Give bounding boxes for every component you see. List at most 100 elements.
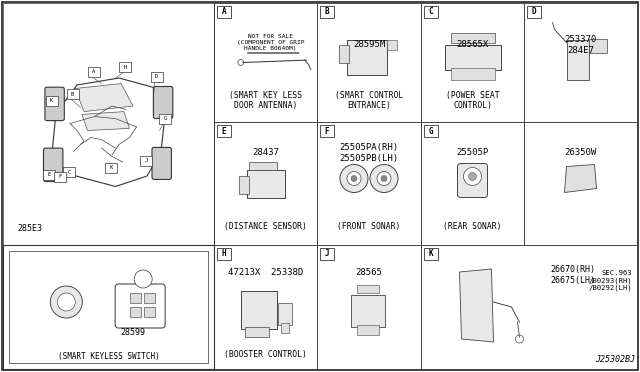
Bar: [54, 171, 66, 182]
Bar: [524, 3, 637, 122]
Text: 28595M: 28595M: [353, 40, 385, 49]
FancyBboxPatch shape: [458, 164, 488, 198]
FancyBboxPatch shape: [154, 87, 173, 119]
Polygon shape: [52, 78, 164, 186]
Text: A: A: [92, 69, 95, 74]
Bar: [424, 248, 438, 260]
Text: K: K: [109, 165, 113, 170]
Bar: [246, 170, 285, 198]
Text: G: G: [163, 116, 166, 121]
Bar: [424, 6, 438, 18]
Circle shape: [381, 176, 387, 182]
Text: C: C: [67, 170, 70, 175]
Bar: [527, 6, 541, 18]
Bar: [217, 125, 231, 137]
Bar: [445, 45, 500, 70]
Bar: [159, 113, 171, 124]
Text: E: E: [48, 172, 51, 177]
Polygon shape: [564, 164, 596, 192]
Text: K: K: [50, 99, 53, 103]
Circle shape: [468, 173, 477, 180]
Text: A: A: [221, 7, 227, 16]
Text: G: G: [429, 126, 433, 135]
Circle shape: [340, 164, 368, 192]
Bar: [317, 122, 421, 245]
Text: J: J: [145, 158, 148, 163]
Circle shape: [463, 167, 481, 186]
Bar: [214, 122, 317, 245]
Bar: [3, 3, 214, 245]
Bar: [421, 122, 524, 245]
Circle shape: [134, 270, 152, 288]
Circle shape: [370, 164, 398, 192]
Bar: [214, 245, 317, 369]
Bar: [105, 163, 117, 173]
Bar: [421, 245, 637, 369]
Text: J: J: [324, 250, 330, 259]
Text: 285E3: 285E3: [17, 224, 42, 233]
Text: 26670(RH)
26675(LH): 26670(RH) 26675(LH): [550, 265, 596, 285]
Bar: [150, 71, 163, 81]
Text: (SMART KEYLESS SWITCH): (SMART KEYLESS SWITCH): [58, 352, 159, 361]
FancyBboxPatch shape: [44, 148, 63, 182]
Text: 28437: 28437: [252, 148, 279, 157]
Text: C: C: [429, 7, 433, 16]
Text: (REAR SONAR): (REAR SONAR): [444, 222, 502, 231]
Circle shape: [51, 286, 83, 318]
Polygon shape: [460, 269, 493, 342]
Bar: [357, 285, 379, 293]
Text: B: B: [324, 7, 330, 16]
Bar: [239, 176, 248, 193]
Bar: [589, 38, 607, 52]
Bar: [280, 323, 289, 333]
Bar: [3, 245, 214, 369]
Bar: [9, 251, 208, 363]
Text: J25302BJ: J25302BJ: [595, 355, 635, 364]
Text: 26350W: 26350W: [564, 148, 596, 157]
Bar: [144, 307, 155, 317]
Bar: [217, 6, 231, 18]
Text: 25505PA(RH)
25505PB(LH): 25505PA(RH) 25505PB(LH): [339, 143, 399, 163]
Bar: [387, 39, 397, 49]
Bar: [357, 325, 379, 335]
Bar: [130, 293, 141, 303]
Text: 25505P: 25505P: [456, 148, 488, 157]
Circle shape: [351, 176, 357, 182]
Bar: [339, 45, 349, 62]
Bar: [451, 32, 495, 42]
Text: (SMART KEY LESS
DOOR ANTENNA): (SMART KEY LESS DOOR ANTENNA): [229, 91, 302, 110]
Text: SEC.963
/B0293(RH)
/B0292(LH): SEC.963 /B0293(RH) /B0292(LH): [588, 270, 632, 291]
Text: F: F: [324, 126, 330, 135]
Text: D: D: [532, 7, 536, 16]
Text: 47213X  25338D: 47213X 25338D: [228, 268, 303, 277]
Bar: [67, 89, 79, 99]
Bar: [119, 62, 131, 73]
Circle shape: [238, 60, 244, 65]
Text: (SMART CONTROL
ENTRANCE): (SMART CONTROL ENTRANCE): [335, 91, 403, 110]
Text: (FRONT SONAR): (FRONT SONAR): [337, 222, 401, 231]
Bar: [248, 161, 276, 170]
Text: F: F: [58, 174, 61, 179]
FancyBboxPatch shape: [115, 284, 165, 328]
Bar: [144, 293, 155, 303]
Text: (BOOSTER CONTROL): (BOOSTER CONTROL): [224, 350, 307, 359]
Bar: [320, 6, 334, 18]
Polygon shape: [82, 112, 129, 131]
Bar: [347, 39, 387, 74]
Polygon shape: [75, 84, 133, 112]
Bar: [524, 122, 637, 245]
Text: E: E: [221, 126, 227, 135]
Bar: [244, 327, 269, 337]
Bar: [63, 167, 75, 177]
Bar: [320, 125, 334, 137]
Text: 28565: 28565: [356, 268, 383, 277]
Text: (DISTANCE SENSOR): (DISTANCE SENSOR): [224, 222, 307, 231]
Circle shape: [377, 171, 391, 186]
Circle shape: [347, 171, 361, 186]
Bar: [278, 303, 291, 325]
Bar: [421, 3, 524, 122]
Text: D: D: [155, 74, 158, 79]
Text: H: H: [221, 250, 227, 259]
Bar: [351, 295, 385, 327]
Text: B: B: [71, 92, 74, 96]
